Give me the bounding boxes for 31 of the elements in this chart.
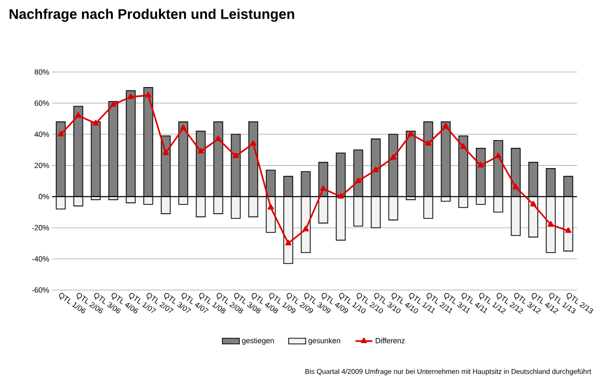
point xyxy=(285,240,292,246)
point xyxy=(75,112,82,118)
point xyxy=(355,178,362,184)
point xyxy=(58,130,64,136)
point xyxy=(372,166,379,172)
point xyxy=(128,94,134,100)
point xyxy=(92,120,99,126)
point xyxy=(268,204,274,210)
point xyxy=(425,140,432,146)
point xyxy=(145,92,152,98)
point xyxy=(530,200,536,206)
point xyxy=(442,123,449,129)
point xyxy=(408,130,414,136)
point xyxy=(110,101,116,107)
point xyxy=(198,148,204,154)
point xyxy=(565,227,572,233)
point xyxy=(495,152,502,158)
point xyxy=(460,143,466,149)
point xyxy=(338,193,344,199)
point xyxy=(162,150,169,156)
point xyxy=(390,154,396,160)
point xyxy=(320,185,326,191)
point xyxy=(232,152,239,158)
point xyxy=(512,184,519,190)
chart-title: Nachfrage nach Produkten und Leistungen xyxy=(10,8,294,22)
point xyxy=(548,221,554,227)
point xyxy=(302,226,309,232)
point xyxy=(250,140,256,146)
point xyxy=(180,124,186,130)
point xyxy=(478,162,484,168)
point xyxy=(215,136,222,142)
